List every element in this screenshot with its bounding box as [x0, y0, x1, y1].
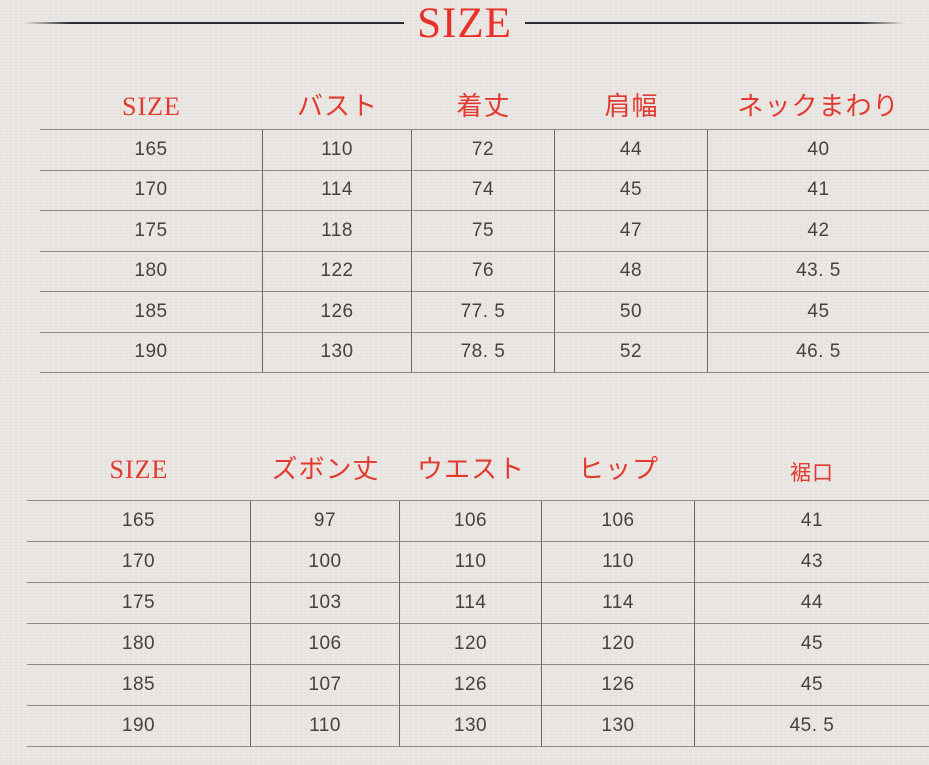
table-cell: 114 — [400, 583, 542, 624]
table-cell: 130 — [400, 706, 542, 747]
column-header-size: SIZE — [109, 454, 169, 484]
table-cell: 75 — [412, 211, 555, 252]
table-cell: 100 — [251, 542, 400, 583]
table-cell: 74 — [412, 170, 555, 211]
table-cell: 110 — [251, 706, 400, 747]
column-header-pants-length: ズボン丈 — [271, 454, 380, 484]
table-cell: 130 — [263, 332, 412, 373]
table-cell: 45 — [708, 292, 929, 333]
table-cell: 77. 5 — [412, 292, 555, 333]
table-cell: 126 — [542, 665, 695, 706]
table-cell: 48 — [555, 251, 708, 292]
table-cell: 50 — [555, 292, 708, 333]
table-cell: 126 — [263, 292, 412, 333]
table-cell: 185 — [27, 665, 251, 706]
table-cell: 120 — [400, 624, 542, 665]
lower-table-header-row: SIZE ズボン丈 ウエスト ヒップ 裾口 — [27, 448, 929, 492]
page-title: SIZE — [417, 0, 512, 47]
table-cell: 190 — [27, 706, 251, 747]
table-cell: 103 — [251, 583, 400, 624]
table-cell: 114 — [542, 583, 695, 624]
table-cell: 170 — [27, 542, 251, 583]
table-cell: 106 — [542, 501, 695, 542]
table-cell: 122 — [263, 251, 412, 292]
table-cell: 180 — [40, 251, 263, 292]
column-header-hip: ヒップ — [577, 454, 659, 484]
title-rule-right — [524, 22, 905, 24]
column-header-length: 着丈 — [456, 91, 511, 121]
table-cell: 180 — [27, 624, 251, 665]
table-cell: 97 — [251, 501, 400, 542]
table-cell: 175 — [40, 211, 263, 252]
column-header-hem: 裾口 — [790, 461, 834, 486]
table-cell: 46. 5 — [708, 333, 929, 373]
table-cell: 42 — [708, 211, 929, 252]
table-cell: 130 — [542, 706, 695, 747]
table-cell: 110 — [263, 130, 412, 171]
table-cell: 43 — [695, 542, 929, 583]
table-cell: 106 — [400, 501, 542, 542]
column-header-size: SIZE — [122, 91, 181, 121]
table-cell: 72 — [412, 130, 555, 171]
table-cell: 170 — [40, 170, 263, 211]
column-header-neck: ネックまわり — [737, 91, 900, 121]
table-cell: 40 — [708, 130, 929, 171]
table-cell: 165 — [40, 130, 263, 171]
table-cell: 76 — [412, 251, 555, 292]
table-cell: 78. 5 — [412, 332, 555, 373]
table-cell: 41 — [708, 171, 929, 211]
upper-size-table: 165 110 72 44 40 170 114 74 45 41 175 11… — [40, 129, 929, 373]
title-rule-left — [24, 22, 405, 24]
table-cell: 47 — [555, 211, 708, 252]
table-cell: 52 — [555, 332, 708, 373]
table-cell: 190 — [40, 332, 263, 373]
lower-size-table: 165 97 106 106 41 170 100 110 110 43 175… — [27, 500, 929, 747]
table-cell: 43. 5 — [708, 252, 929, 292]
table-cell: 110 — [400, 542, 542, 583]
table-cell: 114 — [263, 170, 412, 211]
table-cell: 45 — [695, 665, 929, 706]
table-cell: 110 — [542, 542, 695, 583]
table-cell: 165 — [27, 501, 251, 542]
table-cell: 44 — [555, 130, 708, 171]
table-cell: 106 — [251, 624, 400, 665]
table-cell: 45 — [695, 624, 929, 665]
table-cell: 185 — [40, 292, 263, 333]
table-cell: 107 — [251, 665, 400, 706]
table-cell: 126 — [400, 665, 542, 706]
column-header-shoulder: 肩幅 — [604, 91, 659, 121]
column-header-bust: バスト — [296, 91, 378, 121]
table-cell: 41 — [695, 501, 929, 542]
column-header-waist: ウエスト — [416, 454, 525, 484]
table-cell: 118 — [263, 211, 412, 252]
upper-table-header-row: SIZE バスト 着丈 肩幅 ネックまわり — [40, 86, 929, 128]
table-cell: 175 — [27, 583, 251, 624]
table-cell: 120 — [542, 624, 695, 665]
title-bar: SIZE — [0, 0, 929, 46]
table-cell: 44 — [695, 583, 929, 624]
table-cell: 45. 5 — [695, 706, 929, 747]
table-cell: 45 — [555, 170, 708, 211]
